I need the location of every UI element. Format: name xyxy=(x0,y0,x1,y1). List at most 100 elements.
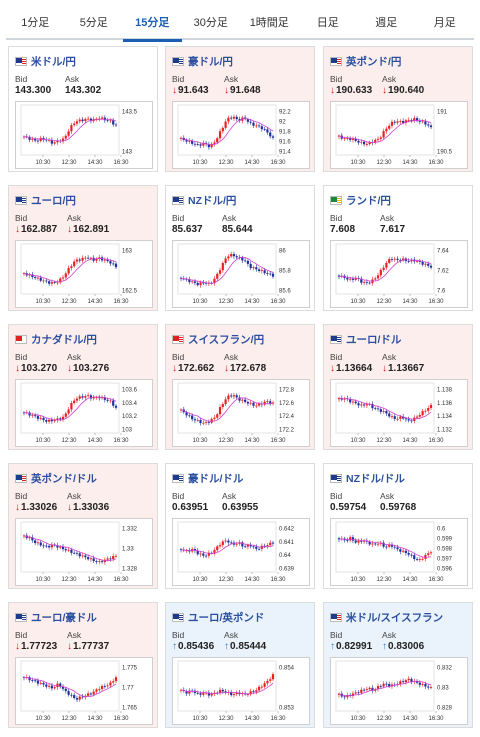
mini-candle-chart[interactable]: 143.5 143 10:30 12:30 14:30 16:30 xyxy=(15,101,153,169)
x-tick-label: 14:30 xyxy=(87,438,103,444)
candle-body xyxy=(221,541,224,546)
pair-name[interactable]: 豪ドル/ドル xyxy=(188,472,244,485)
currency-card[interactable]: ユーロ/円 Bid Ask ↓162.887 ↓162.891 163 162.5 10:30… xyxy=(8,185,158,311)
candle-body xyxy=(204,692,208,694)
currency-card[interactable]: 米ドル/円 Bid Ask 143.300 143.302 143.5 143 10:30 12… xyxy=(8,46,158,172)
y-tick-label: 172.2 xyxy=(279,428,295,434)
ask-label: Ask xyxy=(382,74,397,84)
currency-card[interactable]: NZドル/ドル Bid Ask 0.59754 0.59768 0.6 0.599 0.598… xyxy=(323,463,473,589)
candle-body xyxy=(413,555,416,560)
currency-card[interactable]: ユーロ/豪ドル Bid Ask ↓1.77723 ↓1.77737 1.775 1.77 1.… xyxy=(8,602,158,728)
bid-value: 7.608 xyxy=(330,224,355,235)
currency-card[interactable]: 米ドル/スイスフラン Bid Ask ↑0.82991 ↑0.83006 0.832 0.8… xyxy=(323,602,473,728)
x-tick-label: 10:30 xyxy=(350,716,366,722)
x-tick-label: 10:30 xyxy=(350,577,366,583)
candle-body xyxy=(427,686,430,688)
mini-candle-chart[interactable]: 0.854 0.853 10:30 12:30 14:30 16:30 xyxy=(172,657,310,725)
candle-body xyxy=(232,694,236,696)
ask-label: Ask xyxy=(65,74,80,84)
pair-name[interactable]: 豪ドル/円 xyxy=(188,55,233,68)
mini-candle-chart[interactable]: 172.8 172.6 172.4 172.2 10:30 12:30 14:30 16:30 xyxy=(172,379,310,447)
mini-candle-chart[interactable]: 0.642 0.641 0.64 0.639 10:30 12:30 14:30 16:30 xyxy=(172,518,310,586)
ask-number: 143.302 xyxy=(65,85,102,96)
mini-candle-chart[interactable]: 1.138 1.136 1.134 1.132 10:30 12:30 14:30 16:30 xyxy=(330,379,468,447)
candle-body xyxy=(179,689,183,691)
currency-card[interactable]: 豪ドル/円 Bid Ask ↓91.643 ↓91.648 92.2 92 91.8 91.6 9… xyxy=(165,46,315,172)
x-tick-label: 16:30 xyxy=(428,438,444,444)
candle-body xyxy=(47,685,51,687)
tab-4[interactable]: 1時間足 xyxy=(249,17,289,29)
ask-number: 0.83006 xyxy=(388,641,425,652)
candle-body xyxy=(337,538,341,540)
currency-card[interactable]: カナダドル/円 Bid Ask ↓103.270 ↓103.276 103.6 103.4 1… xyxy=(8,324,158,450)
candle-body xyxy=(362,141,366,145)
bid-number: 1.13664 xyxy=(336,363,373,374)
arrow-down-icon: ↓ xyxy=(382,363,387,374)
x-tick-label: 10:30 xyxy=(35,299,51,305)
currency-card[interactable]: ユーロ/英ポンド Bid Ask ↑0.85436 ↑0.85444 0.854 0.853… xyxy=(165,602,315,728)
candle-body xyxy=(56,545,59,548)
candle-body xyxy=(410,678,413,682)
mini-candle-chart[interactable]: 163 162.5 10:30 12:30 14:30 16:30 xyxy=(15,240,153,308)
candle-body xyxy=(393,258,396,260)
pair-name[interactable]: ユーロ/英ポンド xyxy=(188,611,265,624)
mini-candle-chart[interactable]: 92.2 92 91.8 91.6 91.4 10:30 12:30 14:30 16:30 xyxy=(172,101,310,169)
candle-body xyxy=(337,693,341,695)
candle-body xyxy=(193,143,197,145)
pair-name[interactable]: 英ポンド/円 xyxy=(346,55,402,68)
nz-flag-icon xyxy=(330,473,342,483)
candle-body xyxy=(246,401,250,404)
currency-card[interactable]: NZドル/円 Bid Ask 85.637 85.644 86 85.8 85.6 10:30 1… xyxy=(165,185,315,311)
pair-name[interactable]: ランド/円 xyxy=(346,194,391,207)
mini-candle-chart[interactable]: 1.332 1.33 1.328 10:30 12:30 14:30 16:30 xyxy=(15,518,153,586)
pair-name[interactable]: NZドル/円 xyxy=(188,194,237,207)
mini-candle-chart[interactable]: 0.6 0.599 0.598 0.597 0.596 10:30 12:30 14:30 16… xyxy=(330,518,468,586)
pair-name[interactable]: 英ポンド/ドル xyxy=(31,472,97,485)
pair-name[interactable]: ユーロ/ドル xyxy=(346,333,402,346)
candle-body xyxy=(404,418,408,420)
y-tick-label: 0.598 xyxy=(437,547,453,553)
tab-2[interactable]: 15分足 xyxy=(123,6,182,42)
pair-name[interactable]: スイスフラン/円 xyxy=(188,333,265,346)
tab-3[interactable]: 30分足 xyxy=(193,17,228,29)
tab-7[interactable]: 月足 xyxy=(433,17,456,29)
pair-name[interactable]: カナダドル/円 xyxy=(31,333,97,346)
candle-body xyxy=(266,680,269,684)
tab-6[interactable]: 週足 xyxy=(375,17,398,29)
mini-candle-chart[interactable]: 0.832 0.83 0.828 10:30 12:30 14:30 16:30 xyxy=(330,657,468,725)
pair-name[interactable]: 米ドル/スイスフラン xyxy=(346,611,444,624)
mini-candle-chart[interactable]: 1.775 1.77 1.765 10:30 12:30 14:30 16:30 xyxy=(15,657,153,725)
currency-card[interactable]: ユーロ/ドル Bid Ask ↓1.13664 ↓1.13667 1.138 1.136 1.… xyxy=(323,324,473,450)
pair-name[interactable]: ユーロ/豪ドル xyxy=(31,611,97,624)
pair-name[interactable]: ユーロ/円 xyxy=(31,194,76,207)
mini-candle-chart[interactable]: 191 190.5 10:30 12:30 14:30 16:30 xyxy=(330,101,468,169)
x-tick-label: 10:30 xyxy=(35,160,51,166)
tab-1[interactable]: 5分足 xyxy=(79,17,108,29)
currency-card[interactable]: 英ポンド/ドル Bid Ask ↓1.33026 ↓1.33036 1.332 1.33 1.… xyxy=(8,463,158,589)
candle-body xyxy=(410,119,413,121)
candle-body xyxy=(379,137,382,139)
ask-value: ↑0.83006 xyxy=(382,641,424,652)
mini-candle-chart[interactable]: 103.6 103.4 103.2 103 10:30 12:30 14:30 16:30 xyxy=(15,379,153,447)
tab-5[interactable]: 日足 xyxy=(316,17,339,29)
candle-body xyxy=(407,119,410,121)
currency-card[interactable]: 豪ドル/ドル Bid Ask 0.63951 0.63955 0.642 0.641 0.64… xyxy=(165,463,315,589)
tab-0[interactable]: 1分足 xyxy=(21,17,50,29)
candle-body xyxy=(415,261,419,262)
pair-name[interactable]: NZドル/ドル xyxy=(346,472,405,485)
currency-card[interactable]: 英ポンド/円 Bid Ask ↓190.633 ↓190.640 191 190.5 10:3… xyxy=(323,46,473,172)
candle-body xyxy=(112,400,115,406)
mini-candle-chart[interactable]: 7.64 7.62 7.6 10:30 12:30 14:30 16:30 xyxy=(330,240,468,308)
candle-body xyxy=(210,693,213,696)
mini-candle-chart[interactable]: 86 85.8 85.6 10:30 12:30 14:30 16:30 xyxy=(172,240,310,308)
currency-card[interactable]: ランド/円 Bid Ask 7.608 7.617 7.64 7.62 7.6 10:30 12:… xyxy=(323,185,473,311)
candle-body xyxy=(53,420,56,422)
ask-value: ↓103.276 xyxy=(67,363,109,374)
candle-body xyxy=(207,283,210,284)
currency-card[interactable]: スイスフラン/円 Bid Ask ↓172.662 ↓172.678 172.8 172.6… xyxy=(165,324,315,450)
candle-body xyxy=(199,282,202,286)
candle-body xyxy=(98,689,101,690)
y-tick-label: 1.765 xyxy=(122,706,138,712)
arrow-down-icon: ↓ xyxy=(67,224,72,235)
pair-name[interactable]: 米ドル/円 xyxy=(31,55,76,68)
